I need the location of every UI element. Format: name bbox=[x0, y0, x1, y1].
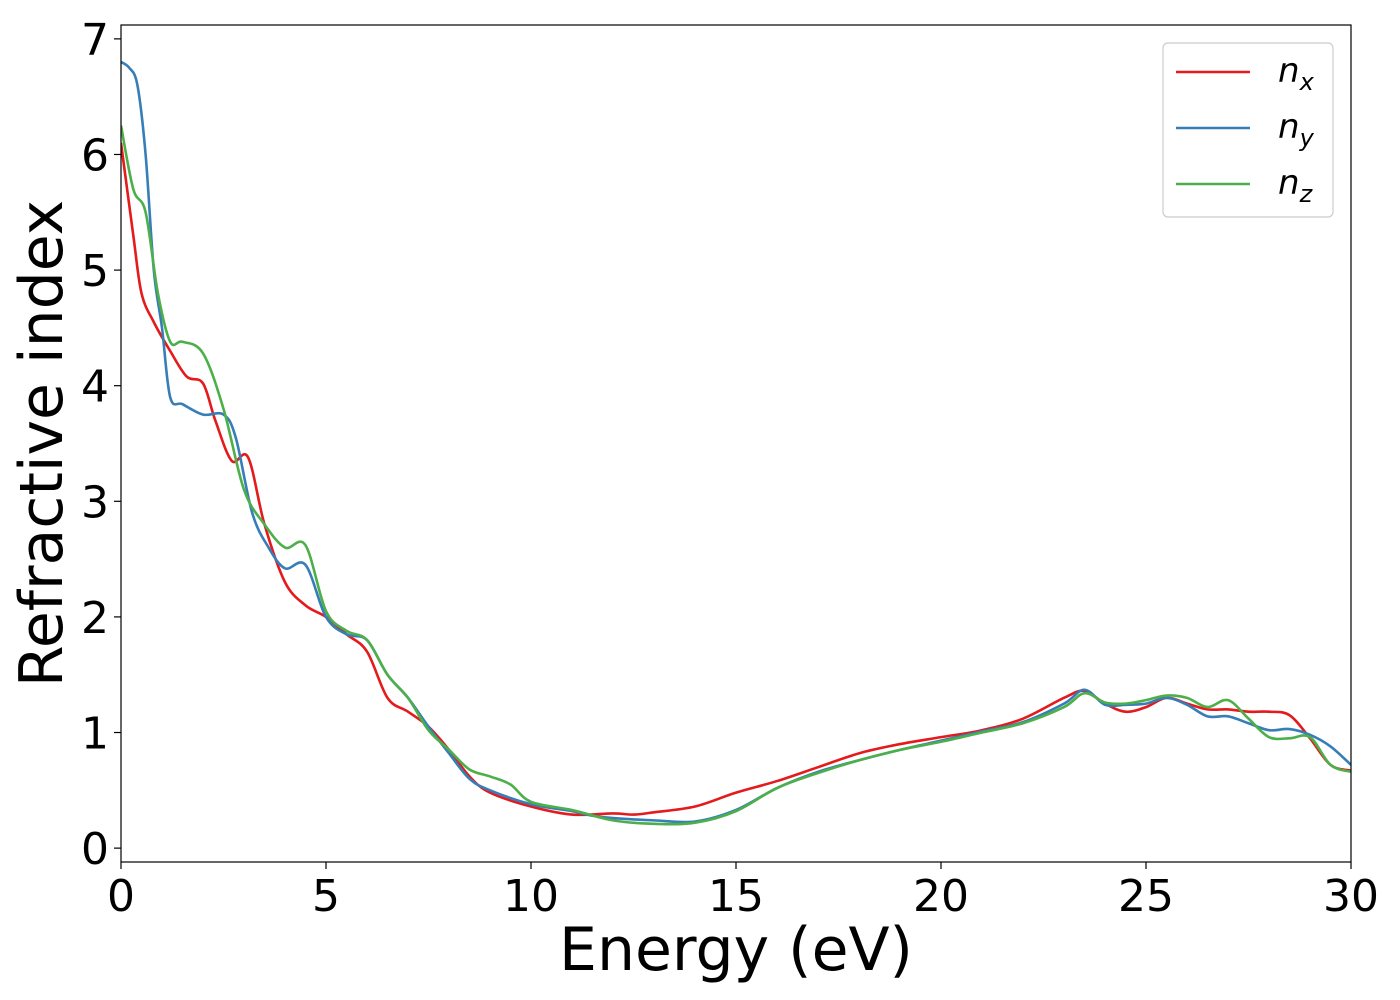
legend-label-base: n bbox=[1278, 51, 1300, 91]
legend-label-base: n bbox=[1278, 163, 1300, 203]
x-tick-label: 15 bbox=[708, 871, 764, 922]
y-tick-label: 6 bbox=[81, 130, 109, 181]
legend-label-n-y: ny bbox=[1278, 107, 1315, 152]
legend-label-subscript: y bbox=[1299, 124, 1315, 152]
x-tick-label: 5 bbox=[312, 871, 340, 922]
y-tick-label: 0 bbox=[81, 824, 109, 875]
x-tick-label: 0 bbox=[107, 871, 135, 922]
legend-label-base: n bbox=[1278, 107, 1300, 147]
x-tick-label: 10 bbox=[503, 871, 559, 922]
y-tick-label: 5 bbox=[81, 246, 109, 297]
y-tick-label: 3 bbox=[81, 477, 109, 528]
x-tick-label: 25 bbox=[1118, 871, 1174, 922]
series-line-n-z bbox=[121, 125, 1351, 826]
y-tick-label: 7 bbox=[81, 15, 109, 66]
y-tick-label: 2 bbox=[81, 593, 109, 644]
legend-label-n-z: nz bbox=[1278, 163, 1314, 208]
x-tick-label: 30 bbox=[1323, 871, 1379, 922]
legend-label-n-x: nx bbox=[1278, 51, 1315, 96]
legend-label-subscript: z bbox=[1299, 180, 1314, 208]
series-lines bbox=[121, 60, 1351, 826]
x-axis-label: Energy (eV) bbox=[559, 915, 913, 985]
axes-frame bbox=[120, 24, 1352, 863]
y-tick-label: 4 bbox=[81, 362, 109, 413]
legend-box bbox=[1162, 42, 1334, 218]
y-axis-label: Refractive index bbox=[7, 200, 77, 687]
x-tick-label: 20 bbox=[913, 871, 969, 922]
y-tick-label: 1 bbox=[81, 709, 109, 760]
axis-ticks: 0 5 10 15 20 25 30 0 1 2 3 4 5 6 7 bbox=[81, 15, 1379, 922]
legend-label-subscript: x bbox=[1299, 68, 1315, 96]
